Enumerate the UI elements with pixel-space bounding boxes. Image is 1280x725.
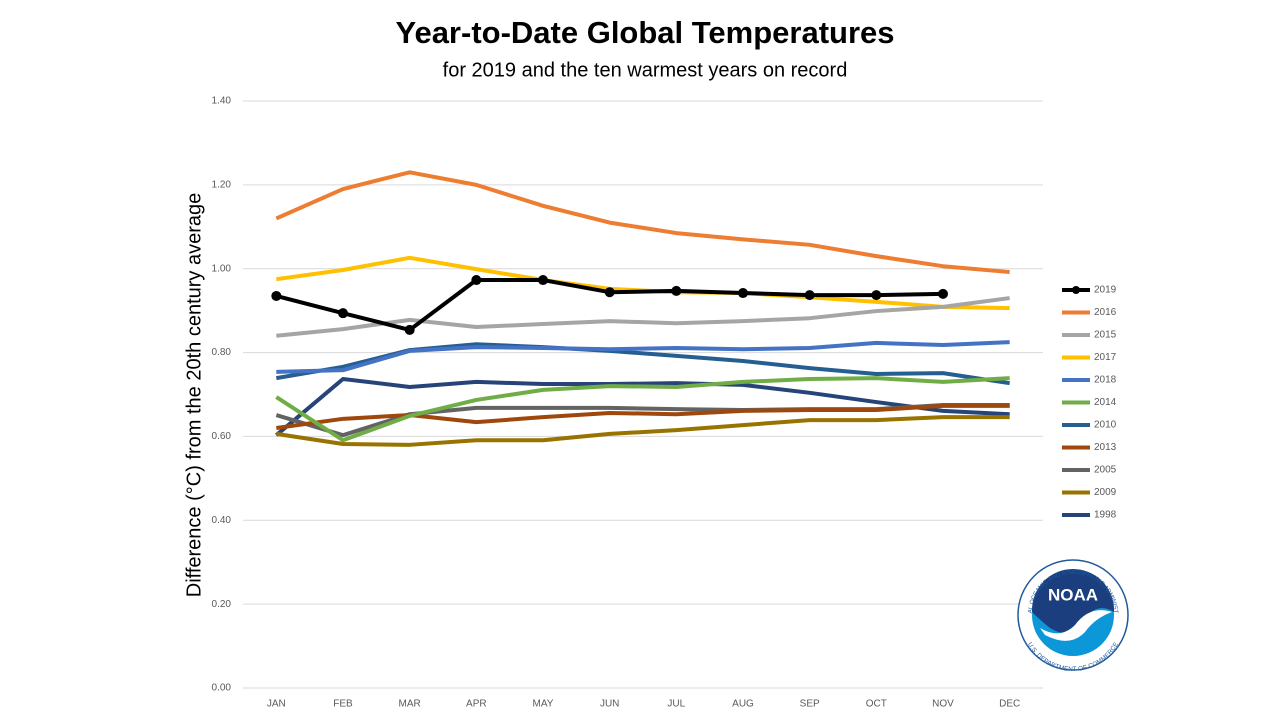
- y-axis-title: Difference (°C) from the 20th century av…: [183, 193, 205, 597]
- series-marker: [938, 288, 948, 299]
- legend-label: 2018: [1094, 375, 1117, 386]
- x-tick-label: SEP: [800, 699, 820, 710]
- series-line: [275, 376, 1010, 437]
- series-line: [276, 340, 1010, 374]
- series-marker: [471, 275, 482, 286]
- x-tick-label: MAY: [533, 699, 554, 710]
- series-line: [276, 415, 1010, 447]
- chart-subtitle: for 2019 and the ten warmest years on re…: [443, 59, 848, 81]
- legend-label: 2019: [1094, 285, 1117, 296]
- x-tick-label: DEC: [999, 699, 1020, 710]
- y-tick-label: 0.40: [212, 515, 232, 526]
- legend-label: 1998: [1094, 510, 1117, 521]
- logo-name: NOAA: [1048, 585, 1098, 604]
- series-line: [275, 170, 1010, 275]
- series-marker: [671, 285, 682, 296]
- series-marker: [271, 290, 282, 301]
- y-tick-label: 0.80: [212, 347, 232, 358]
- series-marker: [404, 324, 415, 335]
- x-tick-label: FEB: [333, 699, 353, 710]
- series-marker: [338, 308, 348, 319]
- legend-label: 2005: [1094, 465, 1117, 476]
- y-tick-label: 1.20: [212, 179, 232, 190]
- y-tick-label: 0.20: [212, 599, 232, 610]
- series-line: [276, 403, 1010, 431]
- x-tick-label: NOV: [932, 699, 954, 710]
- legend-label: 2016: [1094, 307, 1117, 318]
- series-line: [276, 296, 1010, 338]
- y-tick-label: 0.60: [212, 431, 232, 442]
- legend-label: 2009: [1094, 487, 1117, 498]
- logo-gull: [1040, 610, 1112, 641]
- x-tick-label: APR: [466, 699, 487, 710]
- series-line: [275, 376, 1010, 443]
- legend-marker: [1072, 286, 1080, 294]
- plot-area: 0.00 0.20 0.40 0.60 0.80 1.00 1.20 1.40 JAN FEB MA…: [212, 96, 1117, 710]
- x-tick-label: JAN: [267, 699, 286, 710]
- series-marker: [871, 290, 882, 301]
- series-marker: [538, 275, 548, 286]
- series-marker: [738, 288, 748, 299]
- x-tick-label: JUN: [600, 699, 619, 710]
- series-marker: [604, 287, 615, 298]
- legend-label: 2010: [1094, 420, 1117, 431]
- x-tick-label: OCT: [866, 699, 887, 710]
- y-tick-label: 0.00: [212, 683, 232, 694]
- y-tick-label: 1.40: [212, 96, 232, 107]
- series-marker: [804, 290, 815, 301]
- x-tick-label: AUG: [732, 699, 754, 710]
- series-line: [276, 255, 1010, 311]
- legend-label: 2013: [1094, 442, 1117, 453]
- legend-label: 2014: [1094, 397, 1117, 408]
- x-tick-label: JUL: [667, 699, 685, 710]
- x-tick-label: MAR: [399, 699, 421, 710]
- y-tick-label: 1.00: [212, 263, 232, 274]
- legend-label: 2015: [1094, 330, 1117, 341]
- legend-label: 2017: [1094, 352, 1117, 363]
- chart-title: Year-to-Date Global Temperatures: [395, 15, 894, 50]
- logo-upper: [1032, 569, 1114, 634]
